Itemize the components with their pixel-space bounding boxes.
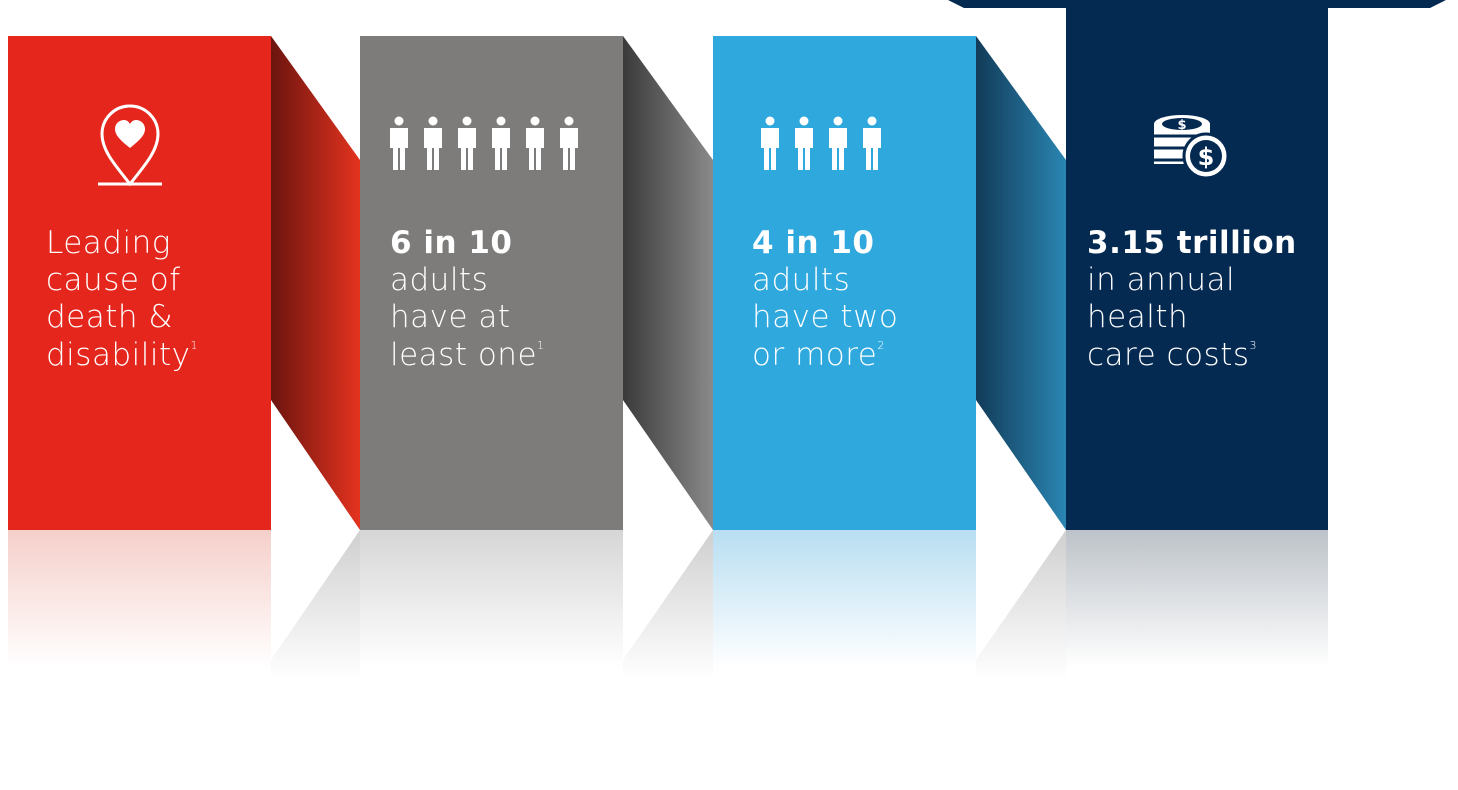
panel-line: care costs: [1087, 336, 1250, 373]
fold-connector-2: [623, 36, 713, 530]
panel-death-disability: [8, 36, 271, 530]
person-icon: [492, 116, 510, 170]
panel-line: have two: [752, 299, 899, 336]
person-icon: [829, 116, 847, 170]
person-icon: [458, 116, 476, 170]
panel-line: have at: [390, 299, 511, 336]
stacked-coins-dollar-icon: $ $: [1154, 115, 1230, 180]
panel-text-health-costs: 3.15 trillion in annual health care cost…: [1087, 225, 1297, 374]
person-icon: [424, 116, 442, 170]
svg-text:$: $: [1198, 143, 1215, 171]
panel-six-in-ten: [360, 36, 623, 530]
person-icon: [390, 116, 408, 170]
person-icon: [795, 116, 813, 170]
panel-lead-stat: 4 in 10: [752, 225, 875, 261]
panel-text-four-in-ten: 4 in 10 adults have two or more2: [752, 225, 898, 374]
reflection: [8, 530, 1328, 780]
person-icon: [526, 116, 544, 170]
fold-connector-1: [271, 36, 360, 530]
footnote-marker: 1: [190, 338, 198, 352]
panel-line: Leading: [46, 225, 171, 261]
panel-line: cause of: [46, 262, 181, 299]
panel-four-in-ten: [713, 36, 976, 530]
top-arrow-bar: [948, 0, 1446, 8]
panel-line: in annual: [1087, 262, 1236, 299]
footnote-marker: 3: [1249, 338, 1257, 352]
svg-text:$: $: [1177, 118, 1186, 133]
panel-lead-stat: 3.15 trillion: [1087, 225, 1297, 261]
panel-text-six-in-ten: 6 in 10 adults have at least one1: [390, 225, 545, 374]
panel-line: death &: [46, 299, 174, 336]
six-people-icon: [390, 116, 578, 170]
panel-line: adults: [390, 262, 489, 299]
person-icon: [761, 116, 779, 170]
panel-health-costs: [1066, 0, 1328, 530]
fold-connector-3: [976, 36, 1066, 530]
person-icon: [560, 116, 578, 170]
panel-line: disability: [46, 336, 191, 373]
footnote-marker: 1: [537, 338, 545, 352]
panel-line: health: [1087, 299, 1189, 336]
panel-line: or more: [752, 336, 878, 373]
four-people-icon: [761, 116, 881, 170]
panel-lead-stat: 6 in 10: [390, 225, 513, 261]
panel-line: adults: [752, 262, 851, 299]
person-icon: [863, 116, 881, 170]
panel-line: least one: [390, 336, 538, 373]
footnote-marker: 2: [877, 338, 885, 352]
heart-location-pin-icon: [98, 104, 162, 187]
panel-text-death-disability: Leading cause of death & disability1: [46, 225, 198, 374]
